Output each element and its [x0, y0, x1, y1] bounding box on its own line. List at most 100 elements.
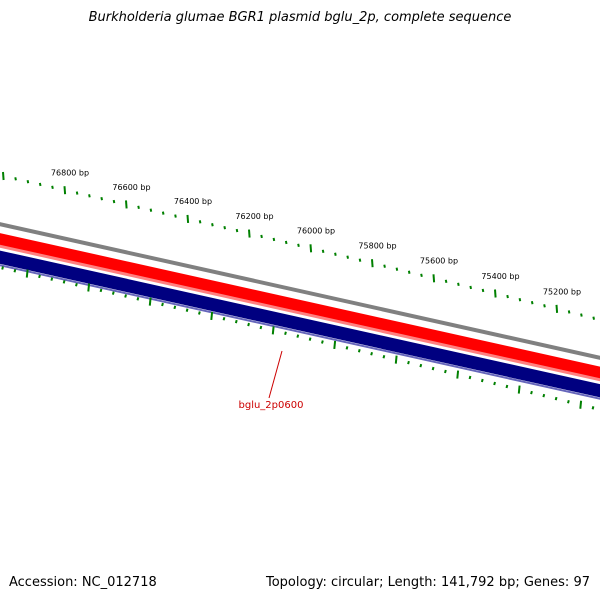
outer-minor-tick [567, 310, 571, 314]
inner-minor-tick [591, 406, 595, 410]
inner-minor-tick [13, 269, 17, 273]
outer-minor-tick [26, 179, 30, 184]
ruler-label: 75400 bp [481, 272, 519, 281]
inner-minor-tick [185, 308, 189, 312]
inner-minor-tick [345, 346, 349, 350]
inner-minor-tick [198, 311, 201, 315]
outer-minor-tick [88, 194, 91, 198]
outer-major-tick [186, 214, 190, 224]
outer-minor-tick [235, 228, 239, 233]
outer-major-tick [494, 289, 497, 298]
inner-major-tick [333, 340, 337, 350]
outer-minor-tick [149, 208, 153, 212]
outer-major-tick [555, 304, 559, 313]
outer-minor-tick [198, 220, 202, 224]
ruler-label: 75600 bp [420, 257, 458, 266]
outer-minor-tick [223, 225, 226, 230]
inner-minor-tick [530, 390, 533, 395]
outer-minor-tick [358, 258, 362, 262]
reverse-strand-edge [0, 264, 600, 400]
inner-major-tick [25, 269, 29, 278]
inner-major-tick [271, 326, 275, 335]
outer-minor-tick [481, 288, 485, 293]
outer-minor-tick [407, 270, 411, 274]
inner-minor-tick [222, 317, 226, 321]
inner-minor-tick [567, 399, 570, 404]
outer-minor-tick [284, 240, 288, 245]
outer-minor-tick [346, 255, 349, 259]
outer-minor-tick [260, 234, 263, 239]
outer-minor-tick [100, 197, 103, 201]
inner-major-tick [210, 311, 214, 321]
inner-minor-tick [38, 274, 41, 279]
gene-label[interactable]: bglu_2p0600 [239, 400, 304, 411]
outer-minor-tick [530, 301, 534, 305]
inner-minor-tick [50, 277, 54, 281]
inner-major-tick [394, 355, 398, 364]
genome-summary: Topology: circular; Length: 141,792 bp; … [265, 575, 590, 590]
outer-major-tick [63, 186, 67, 195]
ruler-label: 75200 bp [543, 287, 581, 296]
gene-label-pointer [268, 350, 283, 399]
outer-major-tick [2, 171, 5, 181]
outer-ruler-ticks [2, 171, 595, 320]
outer-minor-tick [518, 297, 522, 302]
inner-minor-tick [99, 288, 103, 293]
inner-minor-tick [284, 331, 287, 336]
outer-minor-tick [420, 273, 423, 277]
inner-major-tick [87, 283, 91, 292]
inner-minor-tick [407, 360, 410, 365]
accession-label: Accession: NC_012718 [9, 575, 157, 590]
inner-minor-tick [111, 291, 115, 295]
inner-minor-tick [357, 349, 361, 353]
inner-minor-tick [505, 384, 509, 389]
outer-minor-tick [51, 185, 54, 190]
outer-major-tick [248, 229, 251, 238]
inner-minor-tick [296, 334, 300, 338]
ruler-label: 76000 bp [297, 227, 335, 236]
outer-minor-tick [334, 252, 337, 256]
ruler-label: 76400 bp [174, 197, 212, 206]
inner-minor-tick [136, 297, 140, 301]
ruler-label: 76600 bp [112, 183, 150, 192]
reverse-strand-ring [0, 250, 600, 398]
outer-minor-tick [14, 177, 17, 181]
outer-minor-tick [174, 214, 177, 218]
outer-minor-tick [161, 211, 165, 215]
inner-minor-tick [1, 266, 4, 270]
inner-minor-tick [419, 363, 423, 368]
outer-minor-tick [543, 304, 546, 308]
inner-major-tick [579, 400, 583, 409]
inner-ruler-ticks [1, 266, 595, 410]
inner-minor-tick [370, 351, 373, 356]
inner-minor-tick [542, 393, 546, 398]
inner-minor-tick [247, 322, 250, 327]
outer-minor-tick [272, 237, 276, 242]
forward-strand-highlight [0, 244, 600, 382]
outer-major-tick [309, 244, 313, 253]
ruler-label: 76800 bp [51, 168, 89, 177]
inner-major-tick [517, 385, 521, 394]
outer-minor-tick [297, 243, 300, 248]
map-title: Burkholderia glumae BGR1 plasmid bglu_2p… [88, 10, 512, 25]
inner-minor-tick [308, 337, 312, 341]
outer-ruler-labels: 76800 bp 76600 bp 76400 bp 76200 bp 76000 bp… [51, 168, 581, 296]
backbone-ring [0, 222, 600, 360]
inner-minor-tick [431, 366, 435, 371]
outer-minor-tick [38, 182, 42, 187]
outer-minor-tick [137, 205, 140, 210]
inner-minor-tick [480, 378, 484, 383]
inner-minor-tick [124, 294, 127, 298]
inner-minor-tick [468, 375, 472, 380]
outer-major-tick [371, 259, 374, 268]
outer-minor-tick [444, 279, 448, 284]
ruler-label: 76200 bp [235, 212, 273, 221]
inner-minor-tick [493, 381, 496, 386]
inner-minor-tick [173, 305, 177, 310]
inner-minor-tick [321, 340, 324, 344]
outer-minor-tick [506, 294, 509, 299]
forward-strand-ring [0, 233, 600, 379]
inner-minor-tick [62, 280, 66, 284]
outer-minor-tick [592, 316, 595, 320]
